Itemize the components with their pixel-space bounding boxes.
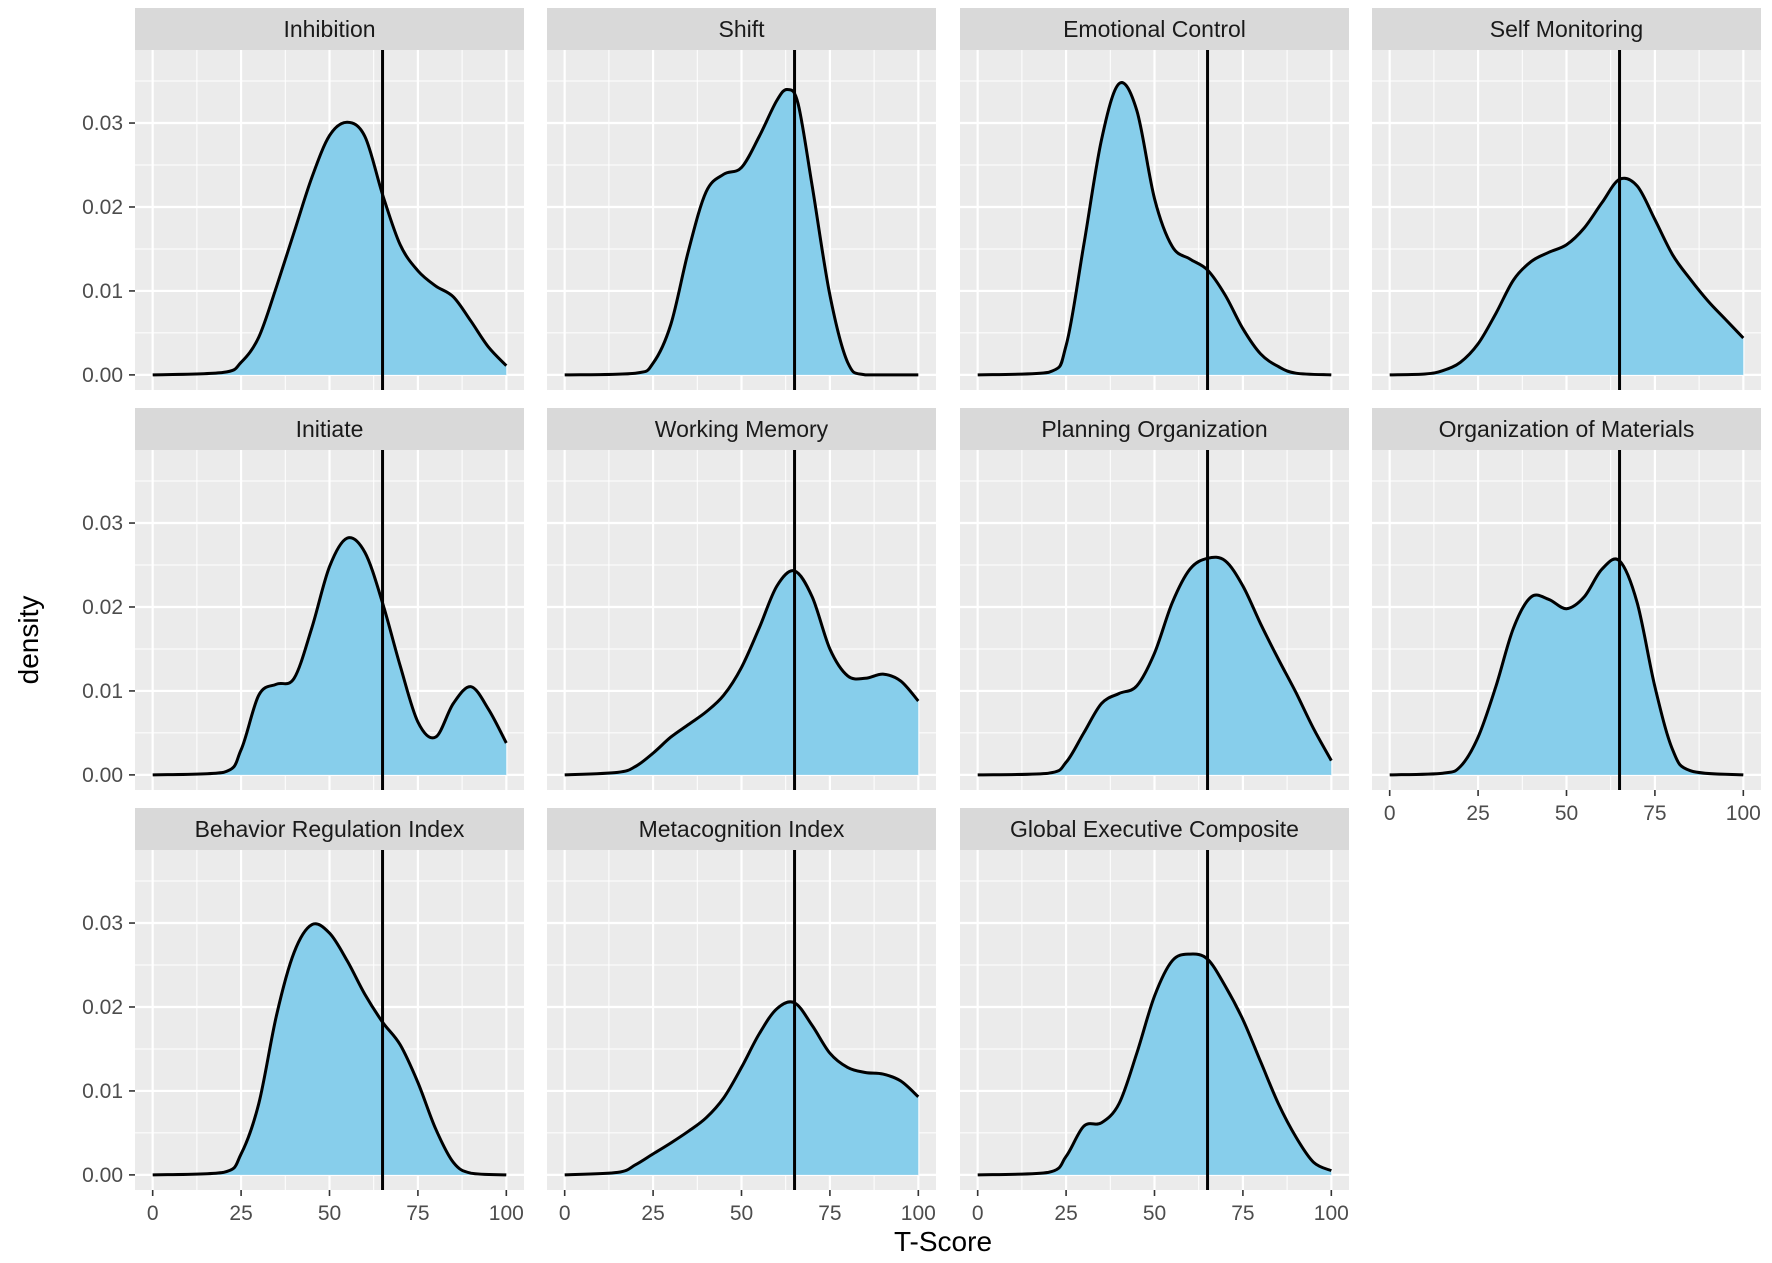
facet-title: Metacognition Index	[639, 816, 845, 842]
density-area	[152, 122, 507, 375]
facet-strip	[1372, 8, 1761, 50]
facet-strip	[135, 808, 524, 850]
x-tick-label: 50	[1555, 802, 1578, 825]
density-curve	[1389, 557, 1744, 777]
density-area	[564, 89, 919, 375]
panels-layer: Inhibition 0.00 0.01 0.02 0.03 Shift Emotional…	[82, 8, 1761, 1225]
facet-strip	[135, 408, 524, 450]
x-tick-label: 0	[972, 1202, 984, 1225]
facet-panel: Shift	[547, 8, 936, 390]
facet-title: Behavior Regulation Index	[195, 816, 465, 842]
facet-panel: Organization of Materials 0 25 50 75 100	[1372, 408, 1761, 825]
density-curve	[152, 120, 508, 377]
x-tick-label: 100	[1726, 802, 1761, 825]
x-tick-label: 25	[229, 1202, 252, 1225]
facet-title: Global Executive Composite	[1010, 816, 1299, 842]
x-tick-label: 50	[730, 1202, 753, 1225]
facet-strip	[960, 808, 1349, 850]
y-tick-label: 0.03	[82, 912, 123, 935]
density-area	[152, 923, 507, 1175]
facet-title: Self Monitoring	[1490, 16, 1643, 42]
facet-strip	[1372, 408, 1761, 450]
facet-panel: Global Executive Composite 0 25 50 75 100	[960, 808, 1349, 1225]
x-tick-label: 75	[818, 1202, 841, 1225]
density-curve	[564, 87, 919, 377]
x-tick-label: 50	[318, 1202, 341, 1225]
density-area	[152, 537, 507, 775]
x-tick-label: 75	[1643, 802, 1666, 825]
x-tick-label: 75	[406, 1202, 429, 1225]
y-tick-label: 0.00	[82, 764, 123, 787]
facet-strip	[547, 8, 936, 50]
x-tick-label: 25	[641, 1202, 664, 1225]
density-curve	[977, 81, 1332, 377]
x-tick-label: 0	[559, 1202, 571, 1225]
facet-strip	[547, 808, 936, 850]
x-tick-label: 75	[1231, 1202, 1254, 1225]
density-curve	[152, 922, 507, 1177]
density-area	[564, 570, 919, 775]
y-tick-label: 0.02	[82, 196, 123, 219]
y-axis-title: density	[13, 596, 44, 685]
density-area	[977, 82, 1332, 375]
density-area	[1389, 558, 1744, 775]
y-tick-label: 0.01	[82, 280, 123, 303]
facet-panel: Inhibition 0.00 0.01 0.02 0.03	[82, 8, 524, 390]
y-tick-label: 0.03	[82, 112, 123, 135]
x-tick-label: 100	[1314, 1202, 1349, 1225]
y-tick-label: 0.02	[82, 996, 123, 1019]
x-tick-label: 100	[489, 1202, 524, 1225]
x-tick-label: 100	[901, 1202, 936, 1225]
facet-panel: Behavior Regulation Index 0.00 0.01 0.02 0.0…	[82, 808, 524, 1225]
y-tick-label: 0.02	[82, 596, 123, 619]
x-tick-label: 25	[1466, 802, 1489, 825]
facet-panel: Working Memory	[547, 408, 936, 790]
facet-strip	[960, 408, 1349, 450]
density-curve	[564, 1000, 920, 1177]
density-area	[564, 1001, 919, 1175]
x-tick-label: 25	[1054, 1202, 1077, 1225]
y-tick-label: 0.00	[82, 364, 123, 387]
facet-panel: Initiate 0.00 0.01 0.02 0.03	[82, 408, 524, 790]
y-tick-label: 0.00	[82, 1164, 123, 1187]
facet-title: Planning Organization	[1041, 416, 1267, 442]
x-axis-title: T-Score	[894, 1226, 992, 1257]
facet-title: Emotional Control	[1063, 16, 1246, 42]
facet-title: Initiate	[296, 416, 364, 442]
y-tick-label: 0.03	[82, 512, 123, 535]
facet-title: Working Memory	[655, 416, 829, 442]
facet-title: Inhibition	[283, 16, 375, 42]
density-curve	[564, 569, 920, 777]
density-curve	[977, 952, 1332, 1177]
density-area	[1389, 178, 1744, 375]
facet-title: Organization of Materials	[1439, 416, 1695, 442]
facet-panel: Planning Organization	[960, 408, 1349, 790]
facet-panel: Self Monitoring	[1372, 8, 1761, 390]
x-tick-label: 50	[1143, 1202, 1166, 1225]
y-tick-label: 0.01	[82, 1080, 123, 1103]
x-tick-label: 0	[147, 1202, 159, 1225]
facet-panel: Metacognition Index 0 25 50 75 100	[547, 808, 936, 1225]
density-area	[977, 557, 1332, 775]
x-tick-label: 0	[1384, 802, 1396, 825]
facet-panel: Emotional Control	[960, 8, 1349, 390]
density-curve	[152, 536, 508, 777]
facet-strip	[960, 8, 1349, 50]
density-curve	[977, 555, 1333, 777]
facet-strip	[547, 408, 936, 450]
facet-strip	[135, 8, 524, 50]
facet-title: Shift	[718, 16, 765, 42]
density-area	[977, 953, 1332, 1175]
y-tick-label: 0.01	[82, 680, 123, 703]
density-curve	[1389, 176, 1745, 377]
